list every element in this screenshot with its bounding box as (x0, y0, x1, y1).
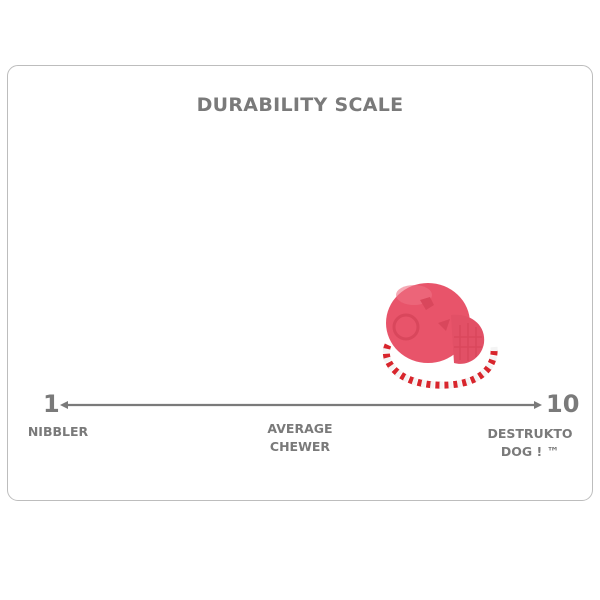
scale-max-value: 10 (546, 390, 580, 418)
average-chewer-label: AVERAGE CHEWER (267, 421, 333, 454)
skull-toy-icon (382, 283, 498, 389)
scale-min-value: 1 (43, 390, 60, 418)
scale-arrow (60, 401, 542, 409)
durability-card (7, 65, 593, 501)
nibbler-label: NIBBLER (27, 424, 89, 439)
destrukto-dog-label: DESTRUKTO DOG ! ™ (487, 426, 573, 459)
page-title: DURABILITY SCALE (196, 94, 404, 116)
